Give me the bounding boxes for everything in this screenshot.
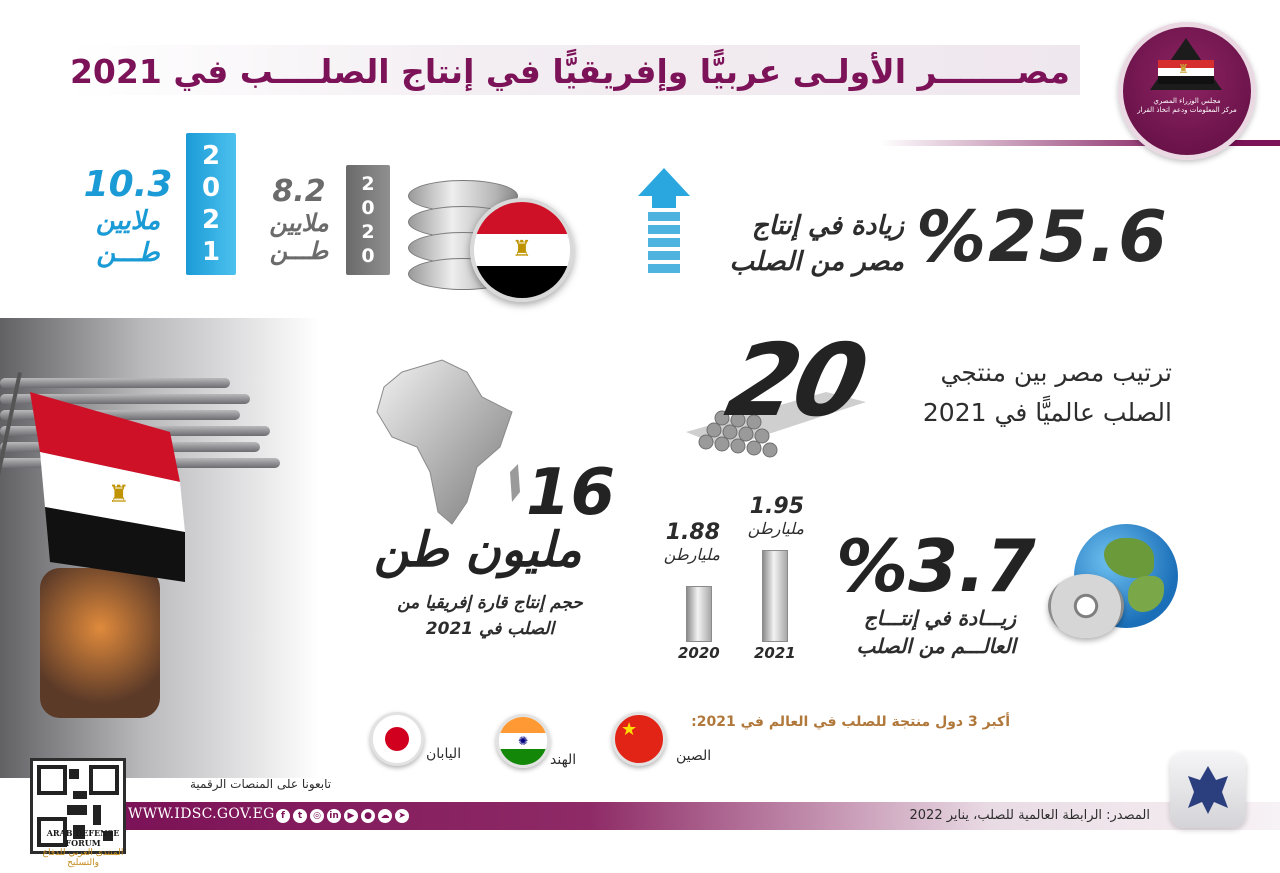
africa-unit: مليون طن <box>374 522 582 578</box>
world-2021-unit: مليارطن <box>747 519 804 538</box>
ladle-image <box>40 568 160 718</box>
country-name-china: الصين <box>676 748 712 764</box>
title-band <box>70 45 1080 95</box>
world-2020-unit: مليارطن <box>663 545 720 564</box>
ranking-label-line1: ترتيب مصر بين منتجي <box>940 358 1173 387</box>
africa-label-line2: الصلب في 2021 <box>425 619 555 639</box>
egypt-2021-production: 10.3 ملايين طـــن <box>76 164 180 269</box>
flickr-icon[interactable]: ● <box>361 809 375 823</box>
source-text: المصدر: الرابطة العالمية للصلب، يناير 20… <box>909 808 1150 823</box>
year-2020-digit: 0 <box>361 197 375 219</box>
world-increase-label-line1: زيـــادة في إنتـــاج <box>863 606 1016 630</box>
country-name-india: الهند <box>550 752 577 768</box>
world-2020-bar <box>686 586 712 642</box>
ranking-label-line2: الصلب عالميًّا في 2021 <box>922 398 1172 427</box>
egypt-increase-stat: %25.6 <box>916 196 1169 278</box>
year-2020-bar: 2 0 2 0 <box>346 165 390 275</box>
year-2021-digit: 2 <box>201 205 221 235</box>
egypt-flag-waving: ♜ <box>30 392 185 582</box>
year-2021-digit: 1 <box>201 237 221 267</box>
ranking-number: 20 <box>717 322 874 439</box>
japan-flag-icon <box>370 712 424 766</box>
egypt-increase-value: 25.6 <box>988 196 1169 278</box>
svg-text:♜: ♜ <box>108 480 130 508</box>
watermark-line2: المنتدى العربي للدفاع والتسليح <box>42 848 124 868</box>
logo-flag-red <box>1158 60 1214 68</box>
logo-flag-white <box>1158 68 1214 76</box>
egypt-2020-value: 8.2 <box>272 174 326 209</box>
page-title: مصـــــــر الأولـى عربيًّا وإفريقيًّا في… <box>69 52 1070 91</box>
steel-coil-icon <box>1048 574 1124 638</box>
watermark-line1: ARAB DEFENSE FORUM <box>46 828 120 848</box>
world-2021-bar <box>762 550 788 642</box>
year-2021-bar: 2 0 2 1 <box>186 133 236 275</box>
egypt-increase-label: زيادة في إنتاج مصر من الصلب <box>664 208 904 280</box>
website-link[interactable]: WWW.IDSC.GOV.EG <box>128 806 275 822</box>
year-2021-digit: 0 <box>201 173 221 203</box>
world-increase-stat: %3.7 <box>836 524 1036 608</box>
forum-watermark: ARAB DEFENSE FORUM المنتدى العربي للدفاع… <box>28 828 138 868</box>
percent-sign: % <box>916 196 989 278</box>
top-producers-heading: أكبر 3 دول منتجة للصلب في العالم في 2021… <box>691 714 1010 730</box>
logo-flag-black <box>1158 76 1214 84</box>
eagle-icon: ♜ <box>1178 62 1189 76</box>
idsc-emblem <box>1170 752 1246 828</box>
egypt-flag-icon: ♜ <box>470 198 574 302</box>
africa-label: حجم إنتاج قارة إفريقيا من الصلب في 2021 <box>384 590 596 642</box>
egypt-increase-label-line1: زيادة في إنتاج <box>751 211 904 241</box>
year-2020-digit: 2 <box>361 173 375 195</box>
year-2020-digit: 0 <box>361 245 375 267</box>
egypt-2021-unit-line1: ملايين <box>95 206 161 236</box>
youtube-icon[interactable]: ▶ <box>344 809 358 823</box>
africa-label-line1: حجم إنتاج قارة إفريقيا من <box>397 593 583 613</box>
world-2020-year: 2020 <box>678 644 720 662</box>
soundcloud-icon[interactable]: ☁ <box>378 809 392 823</box>
header-divider <box>880 140 1280 146</box>
increase-arrow-icon <box>638 168 690 278</box>
africa-value: 16 <box>526 456 616 530</box>
logo-caption-line2: مركز المعلومات ودعم اتخاذ القرار <box>1137 106 1237 114</box>
egypt-2021-value: 10.3 <box>83 164 173 205</box>
africa-map-icon <box>376 359 520 525</box>
world-2020-value: 1.88 <box>665 520 720 545</box>
egypt-2020-production: 8.2 ملايين طـــن <box>256 174 342 265</box>
egypt-increase-label-line2: مصر من الصلب <box>729 247 904 277</box>
linkedin-icon[interactable]: in <box>327 809 341 823</box>
twitter-icon[interactable]: t <box>293 809 307 823</box>
steel-rods-image <box>686 392 866 458</box>
instagram-icon[interactable]: ◎ <box>310 809 324 823</box>
egypt-2020-unit-line2: طـــن <box>269 237 329 265</box>
india-flag-icon: ✺ <box>496 714 550 768</box>
qr-code[interactable] <box>30 758 126 854</box>
percent-sign: % <box>836 524 909 608</box>
world-increase-label-line2: العالـــم من الصلب <box>856 634 1017 658</box>
world-increase-label: زيـــادة في إنتـــاج العالـــم من الصلب <box>836 604 1017 660</box>
logo-caption: مجلس الوزراء المصري مركز المعلومات ودعم … <box>1126 97 1248 115</box>
year-2020-digit: 2 <box>361 221 375 243</box>
country-name-japan: اليابان <box>426 746 462 762</box>
logo-caption-line1: مجلس الوزراء المصري <box>1153 97 1221 105</box>
egypt-2020-unit-line1: ملايين <box>269 209 329 237</box>
world-2021-year: 2021 <box>754 644 796 662</box>
follow-us-text: تابعونا على المنصات الرقمية <box>190 777 332 791</box>
eagle-emblem-icon <box>1188 766 1228 814</box>
world-2020-value-label: 1.88 مليارطن <box>650 520 720 564</box>
facebook-icon[interactable]: f <box>276 809 290 823</box>
world-2021-value-label: 1.95 مليارطن <box>730 494 804 538</box>
year-2021-digit: 2 <box>201 141 221 171</box>
world-increase-value: 3.7 <box>908 524 1036 608</box>
world-2021-value: 1.95 <box>749 494 804 519</box>
egypt-2021-unit-line2: طـــن <box>96 238 160 268</box>
ranking-label: ترتيب مصر بين منتجي الصلب عالميًّا في 20… <box>872 353 1172 433</box>
telegram-icon[interactable]: ➤ <box>395 809 409 823</box>
social-icons: f t ◎ in ▶ ● ☁ ➤ <box>276 809 409 823</box>
china-flag-icon: ★ <box>612 712 666 766</box>
